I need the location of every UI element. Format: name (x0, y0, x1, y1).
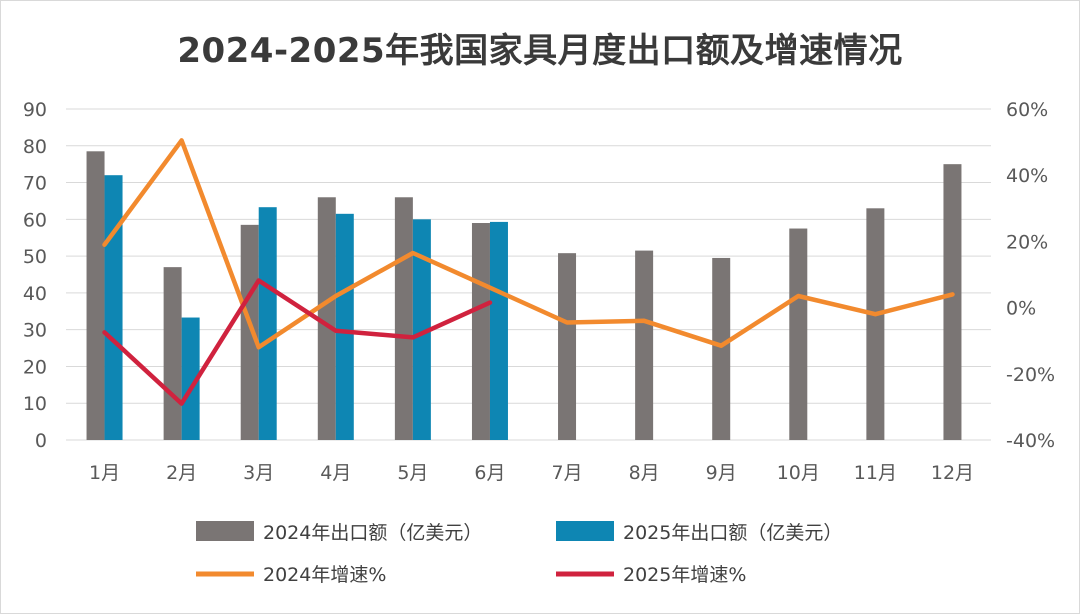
x-tick-label: 2月 (166, 462, 197, 484)
bar-2025 (335, 213, 354, 440)
x-tick-label: 3月 (243, 462, 274, 484)
legend-label-2024-export: 2024年出口额（亿美元） (263, 522, 482, 544)
bar-2024 (86, 151, 105, 441)
y-left-tick-label: 40 (23, 283, 47, 305)
y-left-tick-label: 90 (23, 99, 47, 121)
y-right-tick-label: 40% (1006, 165, 1048, 187)
x-tick-label: 11月 (854, 462, 897, 484)
y-left-tick-label: 50 (23, 246, 47, 268)
legend-swatch-2024-export (196, 521, 254, 541)
bar-2025 (258, 207, 277, 440)
x-tick-label: 1月 (89, 462, 120, 484)
bar-2025 (489, 221, 508, 440)
bar-2025 (412, 219, 431, 440)
y-left-tick-label: 60 (23, 209, 47, 231)
x-tick-label: 4月 (320, 462, 351, 484)
legend-label-2025-growth: 2025年增速% (623, 564, 746, 586)
bar-2024 (394, 197, 413, 440)
bar-2024 (943, 164, 962, 440)
x-tick-label: 10月 (777, 462, 820, 484)
bar-2024 (866, 208, 885, 440)
x-tick-label: 7月 (551, 462, 582, 484)
y-right-tick-label: 0% (1006, 298, 1036, 320)
x-tick-label: 8月 (629, 462, 660, 484)
legend-swatch-2025-export (556, 521, 614, 541)
bar-2025 (104, 175, 123, 440)
bar-2024 (558, 253, 577, 440)
y-left-tick-label: 0 (35, 430, 47, 452)
x-tick-label: 12月 (931, 462, 974, 484)
bar-2024 (163, 267, 182, 440)
bar-2024 (789, 228, 808, 440)
bar-2024 (712, 257, 731, 440)
y-left-tick-label: 70 (23, 173, 47, 195)
bar-2025 (181, 317, 200, 440)
y-left-tick-label: 10 (23, 393, 47, 415)
y-right-tick-label: 60% (1006, 99, 1048, 121)
legend-label-2025-export: 2025年出口额（亿美元） (623, 522, 842, 544)
bar-2024 (471, 223, 490, 440)
line-2024-growth (102, 138, 955, 350)
bar-2024 (240, 224, 259, 440)
x-tick-label: 9月 (706, 462, 737, 484)
chart-title: 2024-2025年我国家具月度出口额及增速情况 (177, 31, 903, 71)
line-2025-growth (102, 278, 493, 406)
y-right-tick-label: -20% (1006, 364, 1055, 386)
x-tick-label: 6月 (474, 462, 505, 484)
bar-2024 (635, 250, 654, 440)
y-right-tick-label: -40% (1006, 430, 1055, 452)
x-tick-label: 5月 (397, 462, 428, 484)
bar-2024 (317, 197, 336, 440)
y-left-tick-label: 80 (23, 136, 47, 158)
y-left-tick-label: 30 (23, 320, 47, 342)
y-left-tick-label: 20 (23, 356, 47, 378)
legend-label-2024-growth: 2024年增速% (263, 564, 386, 586)
y-right-tick-label: 20% (1006, 231, 1048, 253)
